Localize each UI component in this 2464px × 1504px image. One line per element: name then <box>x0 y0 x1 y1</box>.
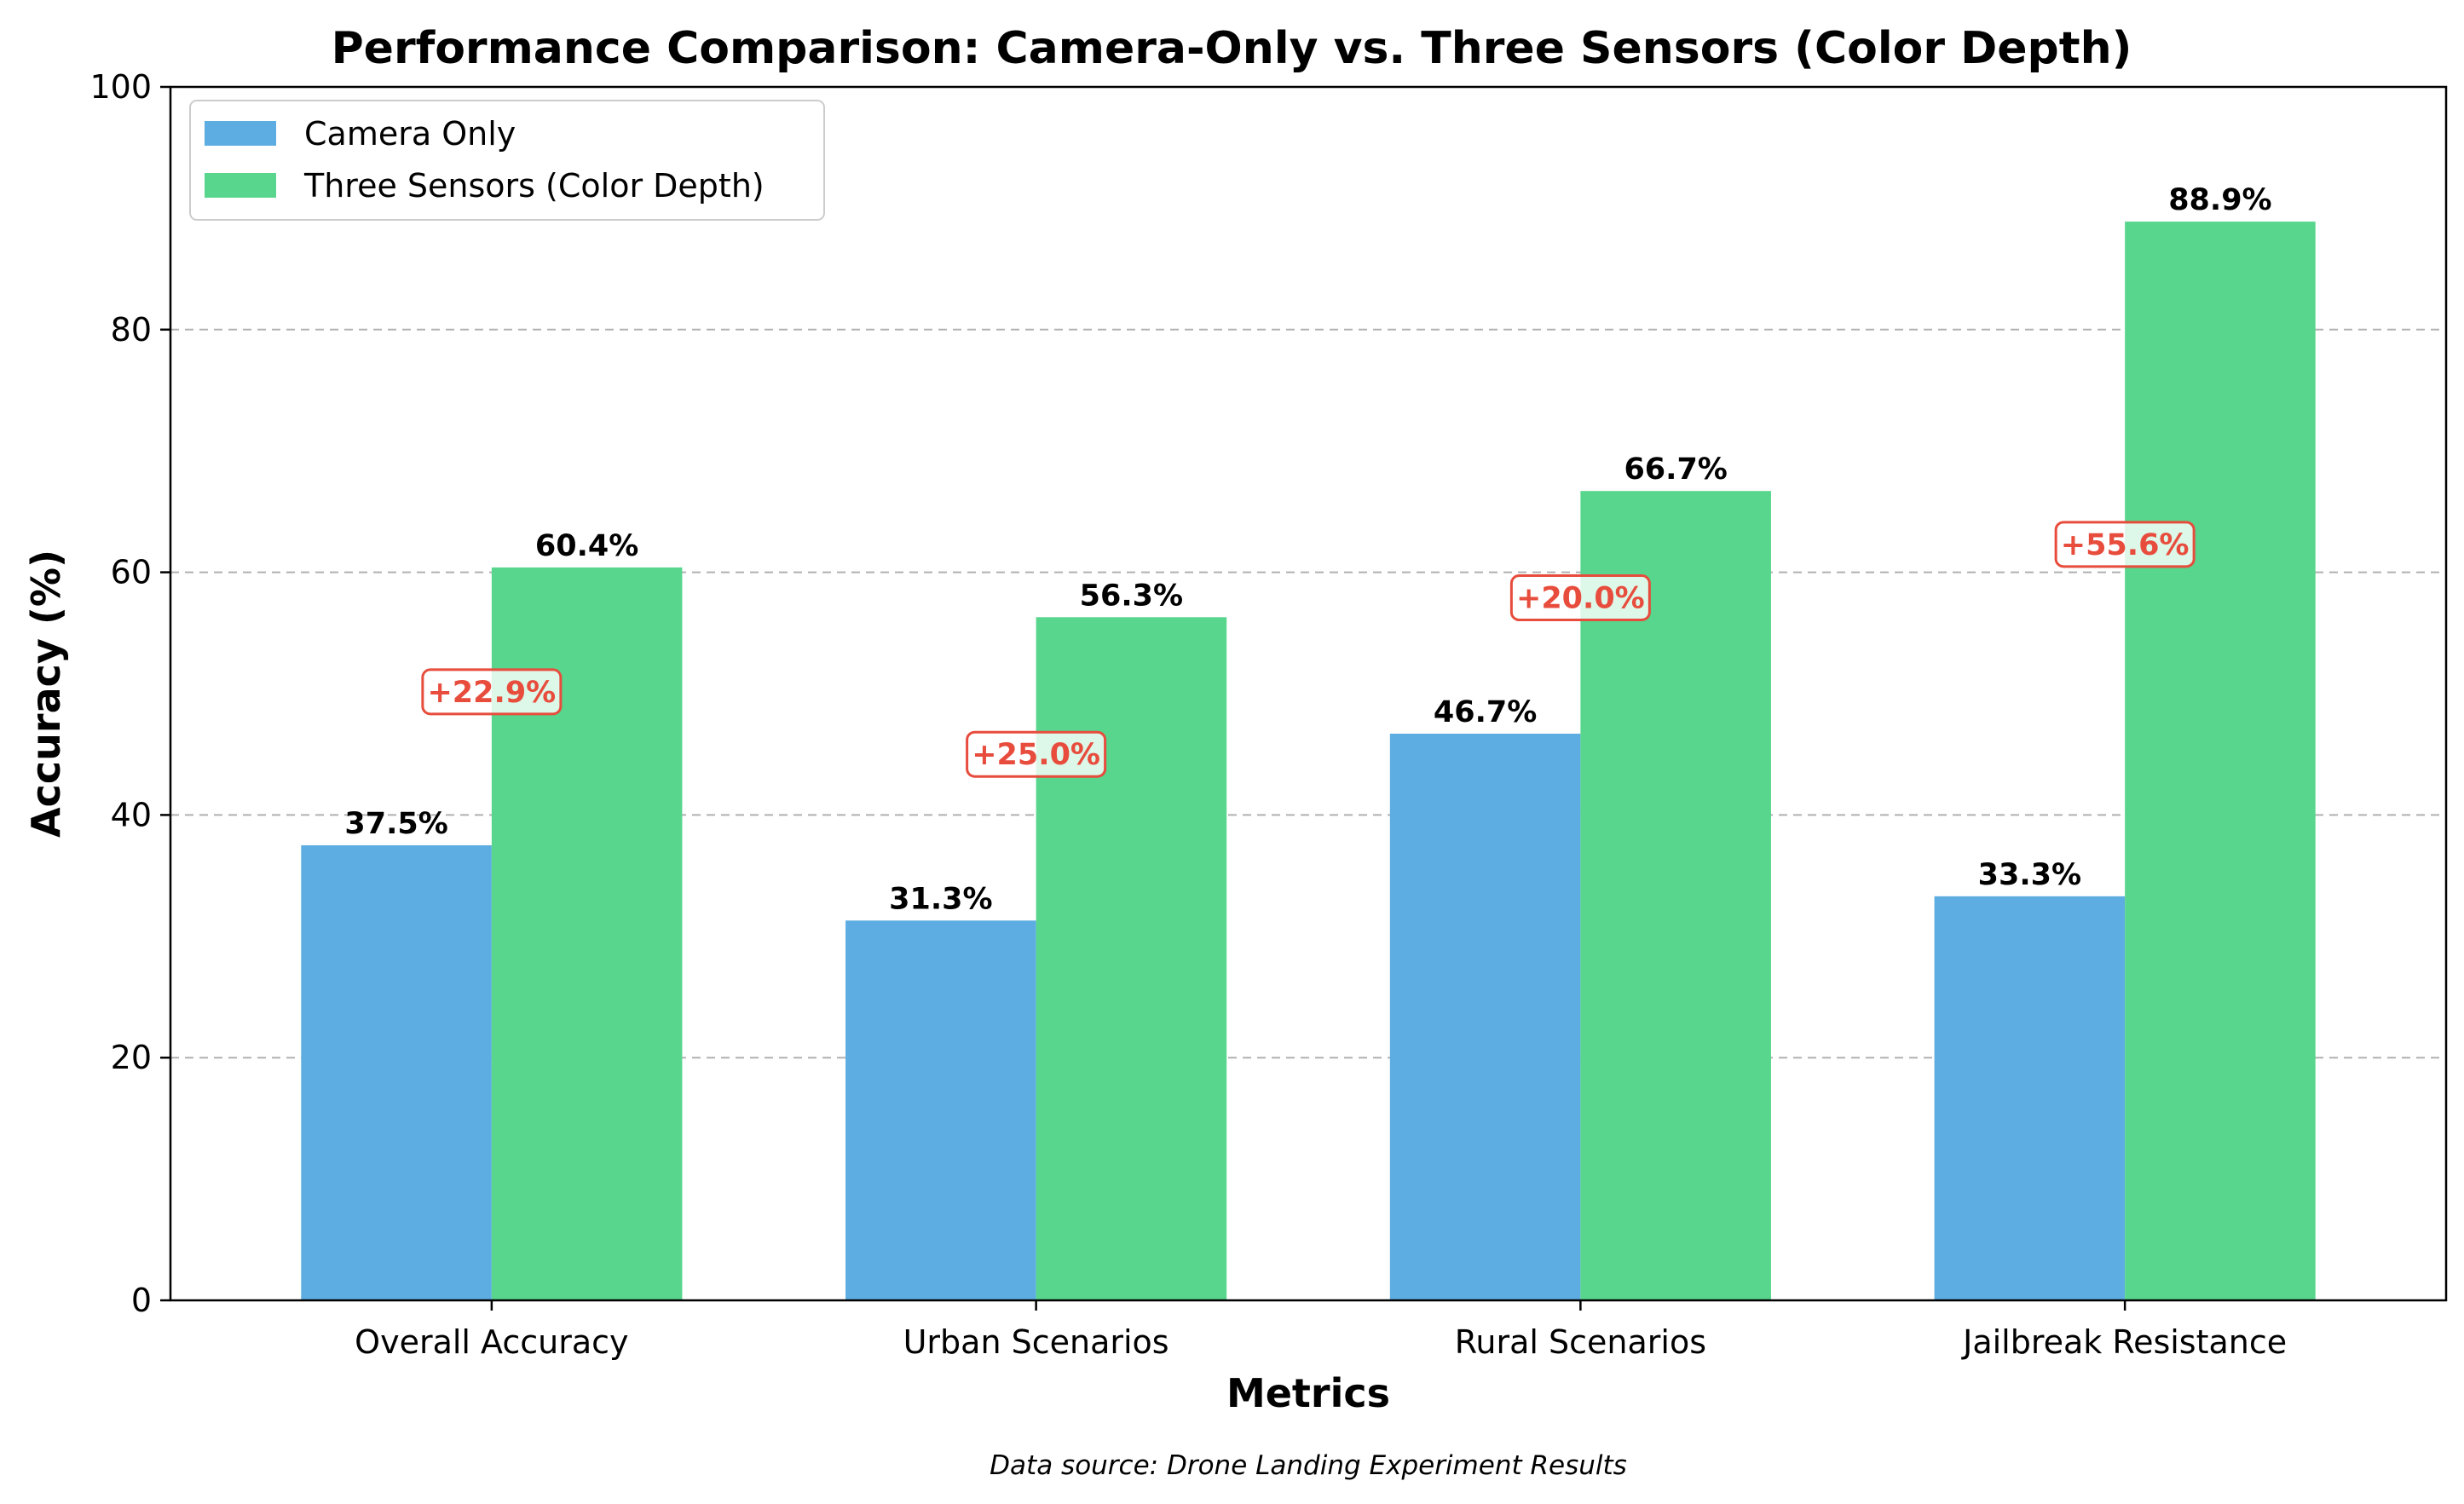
bar-series-0-cat-2 <box>1389 733 1581 1300</box>
improvement-label-2: +20.0% <box>1516 582 1645 616</box>
improvement-box-3 <box>2054 521 2196 568</box>
y-axis-title: Accuracy (%) <box>23 550 69 838</box>
bar-series-1-cat-3 <box>2125 222 2316 1301</box>
legend-box <box>189 100 825 221</box>
value-label-series-1-cat-1: 56.3% <box>1080 579 1183 613</box>
x-axis: Overall Accuracy Urban Scenarios Rural Sce… <box>355 1300 2287 1361</box>
improvement-label-0: +22.9% <box>427 676 556 710</box>
y-tick-label-40: 40 <box>111 796 152 833</box>
bar-series-1-cat-1 <box>1036 617 1227 1300</box>
value-label-series-0-cat-0: 37.5% <box>344 807 447 841</box>
improvement-label-1: +25.0% <box>972 738 1100 772</box>
bar-series-1-cat-2 <box>1580 491 1771 1300</box>
value-labels: 37.5% 31.3% 46.7% 33.3% 60.4% 56.3% 66.7% 88.9% <box>344 183 2271 916</box>
improvement-annotations: +22.9% +25.0% +20.0% +55.6% <box>421 521 2196 778</box>
bar-series-0-cat-3 <box>1934 896 2126 1300</box>
legend: Camera Only Three Sensors (Color Depth) <box>189 100 825 221</box>
y-tick-label-0: 0 <box>131 1282 152 1319</box>
value-label-series-0-cat-2: 46.7% <box>1434 695 1537 729</box>
data-source-note: Data source: Drone Landing Experiment Re… <box>990 1450 1627 1481</box>
legend-label-camera-only: Camera Only <box>304 115 516 153</box>
x-tick-label-0: Overall Accuracy <box>355 1323 628 1361</box>
improvement-box-2 <box>1509 574 1651 622</box>
bar-series-0-cat-0 <box>301 845 492 1300</box>
x-axis-title: Metrics <box>1226 1370 1390 1416</box>
x-tick-label-2: Rural Scenarios <box>1455 1323 1706 1361</box>
value-label-series-1-cat-3: 88.9% <box>2168 183 2271 217</box>
y-tick-label-80: 80 <box>111 311 152 349</box>
y-tick-label-20: 20 <box>111 1039 152 1076</box>
value-label-series-0-cat-1: 31.3% <box>889 882 992 916</box>
y-tick-label-100: 100 <box>89 68 152 106</box>
legend-label-three-sensors: Three Sensors (Color Depth) <box>303 167 765 205</box>
improvement-box-1 <box>966 730 1107 778</box>
improvement-label-3: +55.6% <box>2061 528 2190 562</box>
value-label-series-1-cat-2: 66.7% <box>1624 452 1727 487</box>
chart-title: Performance Comparison: Camera-Only vs. … <box>332 23 2132 74</box>
bar-series-0-cat-1 <box>845 920 1036 1300</box>
legend-swatch-three-sensors <box>205 173 276 198</box>
plot-area-frame <box>169 85 2448 1302</box>
improvement-box-0 <box>421 668 563 716</box>
value-label-series-0-cat-3: 33.3% <box>1978 858 2081 892</box>
y-tick-label-60: 60 <box>111 554 152 591</box>
value-label-series-1-cat-0: 60.4% <box>535 529 638 563</box>
y-axis: 0 20 40 60 80 100 <box>89 68 170 1319</box>
x-tick-label-3: Jailbreak Resistance <box>1961 1323 2287 1361</box>
x-tick-label-1: Urban Scenarios <box>903 1323 1169 1361</box>
legend-swatch-camera-only <box>205 121 276 146</box>
bars <box>301 222 2316 1301</box>
